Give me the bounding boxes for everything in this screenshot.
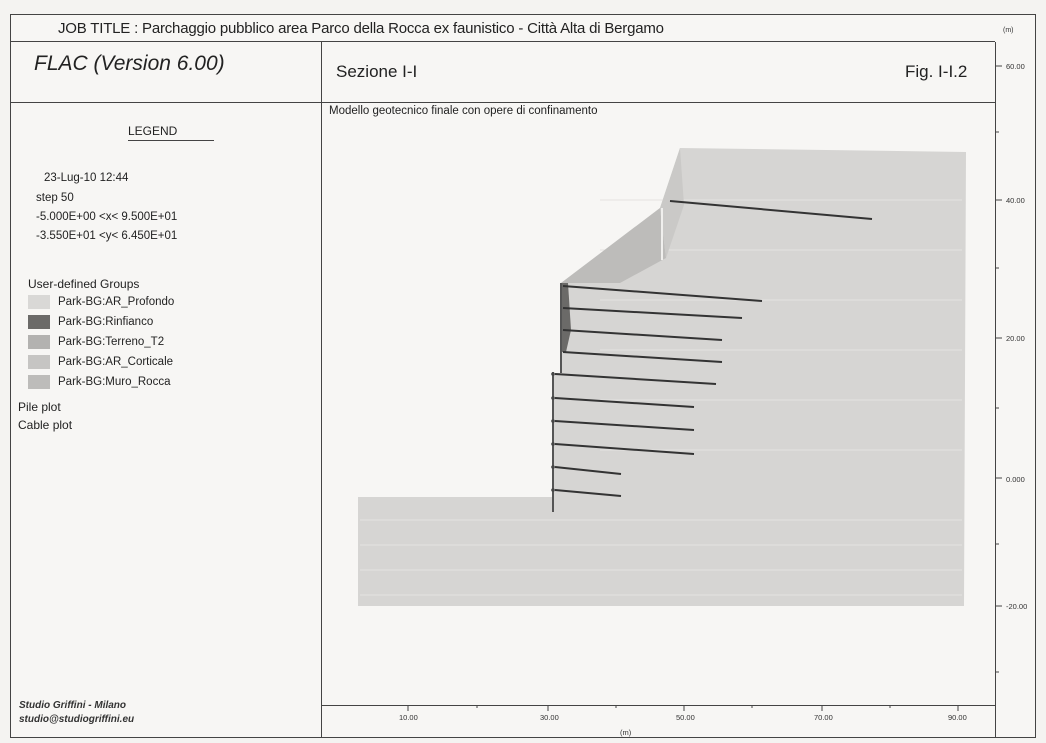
slope-wedge-light [660,148,684,258]
section-title: Sezione I-I [336,62,418,81]
group-swatch [28,374,50,389]
legend-step: step 50 [36,192,74,204]
divider [10,102,322,103]
slope-wedge [561,208,666,283]
terrain-texture [360,199,962,596]
legend-group-item: Park-BG:AR_Profondo [28,293,174,311]
group-swatch [28,334,50,349]
group-swatch [28,314,50,329]
x-axis-ticks [407,705,959,711]
y-axis-ticks [995,65,1002,673]
cable-anchors [554,200,873,497]
cable-nodes [551,372,555,492]
y-tick-label: 40.00 [1006,196,1025,205]
cable [562,285,763,302]
cable [554,397,695,408]
x-tick-label: 70.00 [814,713,833,722]
job-title: JOB TITLE : Parchaggio pubblico area Par… [58,20,664,37]
y-axis-unit: (m) [1003,27,1014,34]
groups-label: User-defined Groups [28,277,140,291]
cable [562,307,743,319]
pile-plot-label: Pile plot [18,400,61,414]
group-swatch [28,354,50,369]
group-name: Park-BG:Muro_Rocca [58,376,171,388]
group-name: Park-BG:AR_Corticale [58,356,174,368]
cable [562,329,723,341]
y-axis-line [995,42,996,738]
legend-group-item: Park-BG:AR_Corticale [28,353,173,371]
y-tick-label: 0.000 [1006,475,1025,484]
diagram-subtitle: Modello geotecnico finale con opere di c… [329,105,598,117]
group-name: Park-BG:Terreno_T2 [58,336,165,348]
terrain-body [358,148,966,606]
cable [554,373,717,385]
x-tick-label: 90.00 [948,713,967,722]
x-tick-label: 30.00 [540,713,559,722]
cable [562,351,723,363]
x-axis-line [322,705,996,706]
x-axis-unit: (m) [620,728,632,737]
divider [322,102,996,103]
legend-panel: FLAC (Version 6.00) LEGEND 23-Lug-10 12:… [10,42,322,738]
cable-plot-label: Cable plot [18,418,73,432]
legend-underline [128,140,214,141]
legend-date: 23-Lug-10 12:44 [44,172,129,184]
retaining-wall [560,283,571,352]
x-tick-label: 10.00 [399,713,418,722]
y-tick-label: 60.00 [1006,62,1025,71]
x-tick-label: 50.00 [676,713,695,722]
cable [554,443,695,455]
figure-number: Fig. I-I.2 [905,62,968,81]
legend-group-item: Park-BG:Muro_Rocca [28,373,170,391]
legend-y-range: -3.550E+01 <y< 6.450E+01 [36,230,178,242]
title-bar: JOB TITLE : Parchaggio pubblico area Par… [10,14,995,42]
group-name: Park-BG:Rinfianco [58,316,154,328]
legend-x-range: -5.000E+00 <x< 9.500E+01 [36,211,178,223]
cable [669,200,873,220]
y-tick-label: -20.00 [1006,602,1028,611]
legend-group-item: Park-BG:Terreno_T2 [28,333,164,351]
legend-title: LEGEND [128,124,178,138]
group-name: Park-BG:AR_Profondo [58,296,175,308]
y-tick-label: 20.00 [1006,334,1025,343]
cable [554,420,695,431]
studio-email: studio@studiogriffini.eu [19,714,135,725]
cable [554,466,622,475]
plot-panel: Sezione I-I Fig. I-I.2 Modello geotecnic… [322,42,996,738]
studio-name: Studio Griffini - Milano [19,700,127,711]
software-version: FLAC (Version 6.00) [34,52,225,75]
group-swatch [28,294,50,309]
legend-group-item: Park-BG:Rinfianco [28,313,153,331]
cable [554,489,622,497]
